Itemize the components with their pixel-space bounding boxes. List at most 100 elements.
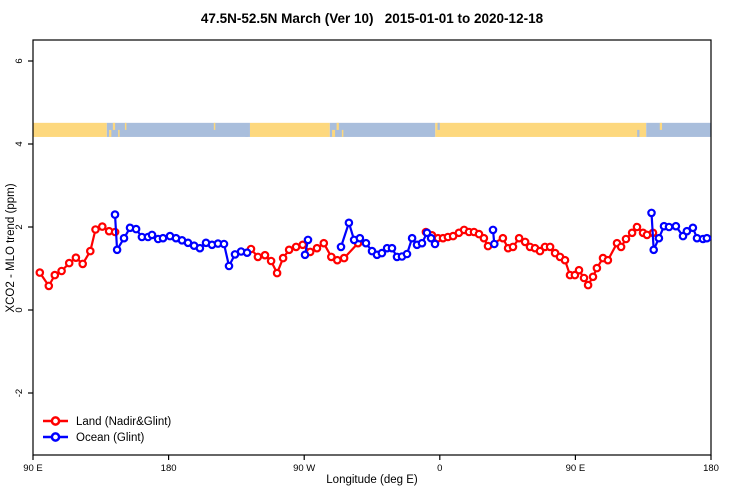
ocean-series-point	[224, 261, 234, 271]
land-series-point	[78, 259, 88, 269]
ocean-series-point	[355, 233, 365, 243]
land-series-point	[579, 273, 589, 283]
legend-label-land: Land (Nadir&Glint)	[76, 416, 171, 428]
legend-label-ocean: Ocean (Glint)	[76, 432, 145, 444]
y-tick-label: 4	[14, 141, 25, 146]
land-series-point	[508, 242, 518, 252]
land-series-point	[50, 270, 60, 280]
land-series-point	[266, 256, 276, 266]
land-series-point	[479, 233, 489, 243]
ocean-series-point	[489, 239, 499, 249]
land-series-point	[71, 253, 81, 263]
land-series-point	[332, 255, 342, 265]
land-series-point	[260, 250, 270, 260]
x-axis-label: Longitude (deg E)	[326, 474, 418, 486]
ocean-series-line	[650, 212, 708, 251]
x-tick-label: 180	[161, 463, 177, 474]
land-series-point	[632, 222, 642, 232]
land-series-point	[284, 245, 294, 255]
y-tick-label: 0	[14, 307, 25, 312]
land-series-point	[272, 268, 282, 278]
band-speckle-land	[112, 122, 116, 130]
ocean-series-point	[242, 248, 252, 258]
ocean-series-point	[131, 224, 141, 234]
land-series-point	[326, 252, 336, 262]
band-speckle-ocean	[637, 129, 640, 137]
land-series-point	[319, 238, 329, 248]
ocean-series-point	[682, 226, 692, 236]
land-series-point	[621, 234, 631, 244]
ocean-series-point	[387, 243, 397, 253]
land-series-point	[592, 263, 602, 273]
land-series-point	[98, 222, 107, 231]
band-segment-ocean	[329, 122, 436, 137]
x-tick-label: 180	[703, 463, 719, 474]
land-series-point	[64, 258, 74, 268]
band-speckle-land	[213, 122, 216, 130]
ocean-series-point	[158, 233, 168, 243]
band-speckle-land	[336, 122, 339, 130]
land-series-point	[560, 255, 570, 265]
band-segment-land	[33, 122, 107, 137]
land-series-point	[588, 272, 598, 282]
ocean-series-point	[112, 245, 122, 255]
land-series-point	[44, 281, 54, 291]
ocean-series-point	[430, 239, 440, 249]
band-segment-ocean	[646, 122, 711, 137]
land-series-point	[574, 265, 584, 275]
land-series-point	[498, 233, 508, 243]
land-series-point	[616, 242, 626, 252]
ocean-series-point	[417, 238, 427, 248]
band-speckle-land	[109, 129, 112, 137]
land-series-point	[91, 225, 100, 234]
legend-marker-ocean	[50, 432, 61, 442]
plot-box	[32, 39, 712, 456]
y-tick-label: 6	[14, 58, 25, 63]
band-speckle-land	[341, 129, 344, 137]
ocean-series-point	[119, 233, 129, 243]
ocean-series-point	[407, 233, 417, 243]
legend-marker-land	[50, 416, 61, 426]
band-segment-land	[249, 122, 330, 137]
land-series-point	[57, 266, 66, 276]
band-speckle-land	[118, 129, 120, 137]
band-speckle-ocean	[430, 129, 434, 137]
ocean-series-point	[488, 225, 498, 235]
ocean-series-point	[147, 230, 157, 240]
land-series-point	[545, 242, 555, 252]
ocean-series-point	[110, 210, 120, 219]
ocean-series-point	[671, 221, 681, 231]
ocean-series-point	[422, 228, 432, 238]
chart-title: 47.5N-52.5N March (Ver 10) 2015-01-01 to…	[200, 11, 544, 26]
land-series-point	[514, 233, 524, 243]
land-series-point	[603, 255, 613, 265]
ocean-series-point	[702, 233, 712, 243]
band-segment-ocean	[106, 122, 250, 137]
land-series-point	[312, 243, 322, 253]
x-tick-label: 90 E	[23, 463, 43, 474]
ocean-series-point	[647, 208, 656, 218]
band-speckle-land	[332, 129, 336, 137]
band-speckle-ocean	[245, 129, 248, 137]
ocean-series-point	[336, 242, 346, 252]
ocean-series-point	[300, 250, 310, 260]
ocean-series-point	[654, 233, 664, 243]
band-speckle-land	[659, 122, 663, 130]
x-tick-label: 0	[437, 463, 442, 474]
land-series-point	[339, 253, 349, 263]
land-series-point	[278, 253, 288, 263]
band-speckle-land	[124, 122, 127, 130]
ocean-series-point	[195, 243, 205, 253]
band-speckle-ocean	[437, 122, 440, 130]
land-series-point	[627, 228, 637, 238]
band-segment-land	[435, 122, 647, 137]
land-series-point	[35, 268, 45, 277]
land-series-point	[520, 237, 530, 247]
x-tick-label: 90 E	[566, 463, 586, 474]
ocean-series-point	[664, 222, 674, 232]
ocean-series-point	[688, 223, 698, 233]
ocean-series-point	[402, 249, 412, 259]
y-tick-label: 2	[14, 224, 25, 229]
